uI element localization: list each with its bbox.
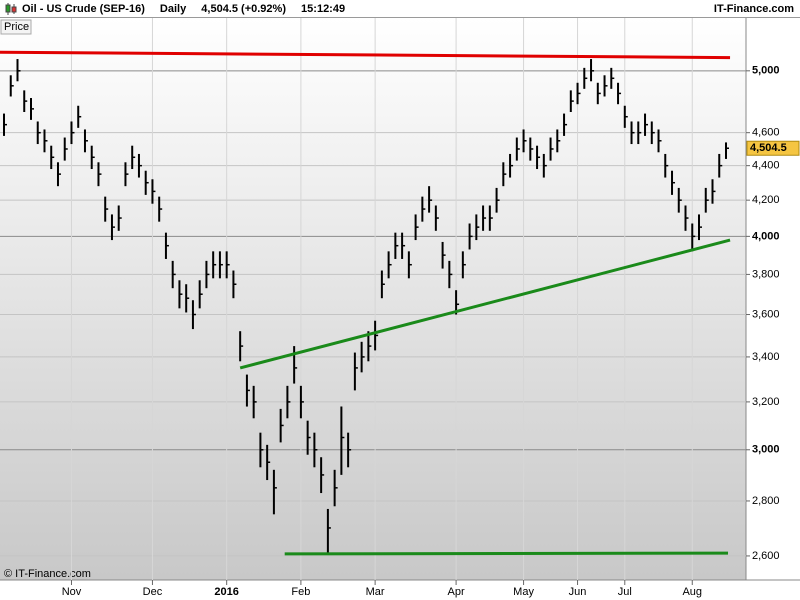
x-tick-label: Dec — [143, 586, 163, 598]
y-tick-label: 5,000 — [752, 65, 780, 77]
brand: IT-Finance.com — [713, 3, 794, 15]
trendline — [239, 238, 731, 370]
trendline — [0, 50, 731, 60]
y-tick-label: 4,200 — [752, 194, 780, 206]
trendline — [284, 551, 729, 556]
y-tick-label: 2,600 — [752, 550, 780, 562]
header-bar: Oil - US Crude (SEP-16) Daily 4,504.5 (+… — [0, 0, 800, 18]
y-tick-label: 4,400 — [752, 160, 780, 172]
quote: 4,504.5 (+0.92%) — [201, 3, 286, 15]
y-tick-label: 4,000 — [752, 230, 780, 242]
panel-label: Price — [4, 21, 29, 33]
last-price-badge — [746, 140, 800, 156]
x-tick-label: Jun — [569, 586, 587, 598]
period: Daily — [159, 3, 187, 15]
x-tick-label: Nov — [62, 586, 82, 598]
y-tick-label: 3,400 — [752, 351, 780, 363]
x-tick-label: 2016 — [214, 586, 238, 598]
y-tick-label: 3,000 — [752, 444, 780, 456]
time: 15:12:49 — [301, 3, 346, 15]
y-tick-label: 3,600 — [752, 308, 780, 320]
x-tick-label: Apr — [448, 586, 465, 598]
header-info: Oil - US Crude (SEP-16) Daily 4,504.5 (+… — [22, 0, 357, 18]
x-tick-label: Jul — [618, 586, 632, 598]
y-tick-label: 2,800 — [752, 495, 780, 507]
copyright: © IT-Finance.com — [4, 568, 91, 580]
x-tick-label: May — [513, 586, 534, 598]
x-tick-label: Mar — [366, 586, 385, 598]
x-tick-label: Aug — [682, 586, 702, 598]
last-price-label: 4,504.5 — [750, 142, 787, 154]
candle-icon — [5, 3, 17, 15]
x-tick-label: Feb — [291, 586, 310, 598]
y-tick-label: 3,200 — [752, 396, 780, 408]
y-tick-label: 4,600 — [752, 127, 780, 139]
plot-background — [0, 18, 746, 580]
panel-label-box — [0, 19, 32, 35]
chart: Price © IT-Finance.com 2,600 2,800 3,000 3,… — [0, 18, 800, 598]
instrument: Oil - US Crude (SEP-16) — [22, 3, 145, 15]
y-tick-label: 3,800 — [752, 268, 780, 280]
